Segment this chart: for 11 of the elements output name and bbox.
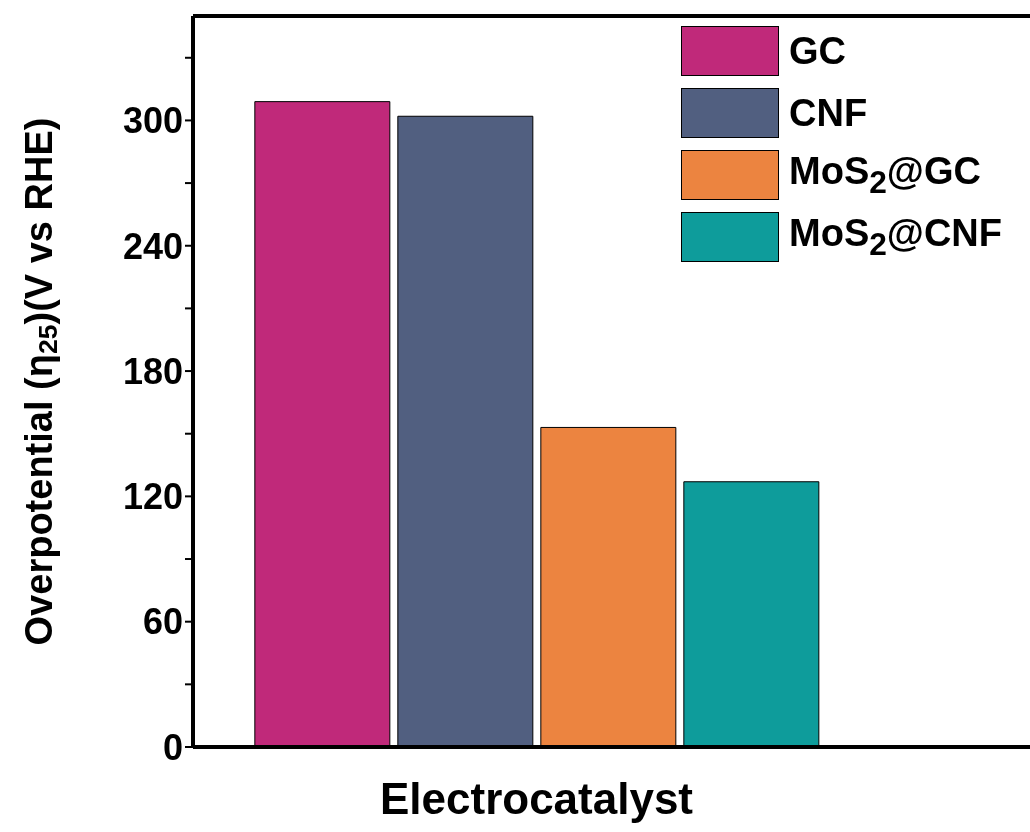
y-tick-label: 180 xyxy=(122,350,183,392)
legend-label: MoS$_{2}$@GC xyxy=(789,149,981,201)
x-axis-title: Electrocatalyst xyxy=(379,774,694,823)
y-tick-label: 0 xyxy=(162,726,183,768)
y-tick-label: 300 xyxy=(122,100,183,142)
y-tick-label: 240 xyxy=(122,225,183,267)
y-tick-label: 60 xyxy=(142,601,183,643)
legend-label: CNF xyxy=(789,91,868,135)
y-tick-label: 120 xyxy=(122,476,183,518)
legend-label: GC xyxy=(789,29,847,73)
legend-label: MoS$_{2}$@CNF xyxy=(789,211,1002,263)
